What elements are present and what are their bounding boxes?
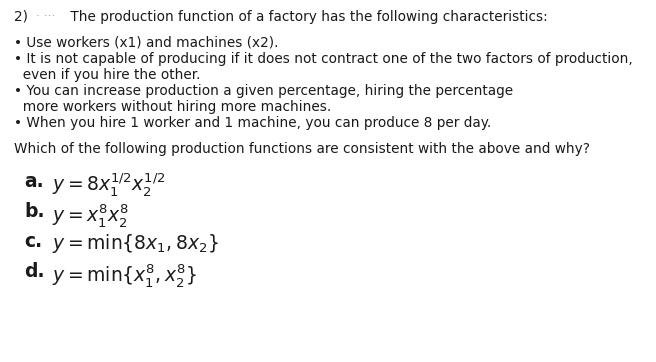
Text: $y = \mathrm{min}\{8x_{1}, 8x_{2}\}$: $y = \mathrm{min}\{8x_{1}, 8x_{2}\}$ [52,232,219,255]
Text: • Use workers (x1) and machines (x2).: • Use workers (x1) and machines (x2). [14,36,279,50]
Text: The production function of a factory has the following characteristics:: The production function of a factory has… [66,10,548,24]
Text: d.: d. [24,262,45,281]
Text: • When you hire 1 worker and 1 machine, you can produce 8 per day.: • When you hire 1 worker and 1 machine, … [14,116,491,130]
Text: • It is not capable of producing if it does not contract one of the two factors : • It is not capable of producing if it d… [14,52,633,66]
Text: • You can increase production a given percentage, hiring the percentage: • You can increase production a given pe… [14,84,513,98]
Text: a.: a. [24,172,44,191]
Text: $y = 8x_{1}^{1/2}x_{2}^{1/2}$: $y = 8x_{1}^{1/2}x_{2}^{1/2}$ [52,172,165,199]
Text: $y = x_{1}^{8}x_{2}^{8}$: $y = x_{1}^{8}x_{2}^{8}$ [52,202,129,229]
Text: $y = \mathrm{min}\{x_{1}^{8}, x_{2}^{8}\}$: $y = \mathrm{min}\{x_{1}^{8}, x_{2}^{8}\… [52,262,197,289]
Text: even if you hire the other.: even if you hire the other. [14,68,201,82]
Text: · ···: · ··· [36,10,55,23]
Text: 2): 2) [14,10,28,24]
Text: b.: b. [24,202,45,221]
Text: Which of the following production functions are consistent with the above and wh: Which of the following production functi… [14,142,590,156]
Text: more workers without hiring more machines.: more workers without hiring more machine… [14,100,331,114]
Text: c.: c. [24,232,42,251]
